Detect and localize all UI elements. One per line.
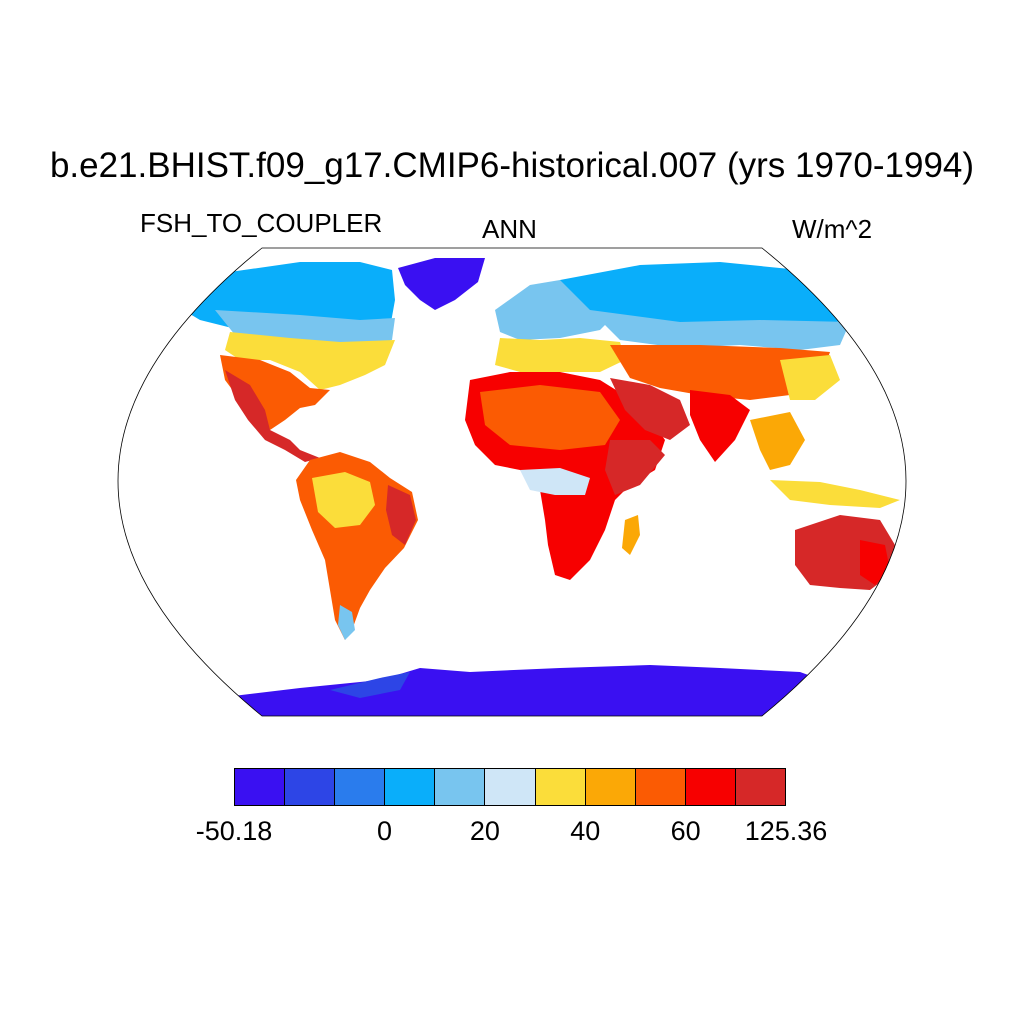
indonesia — [770, 480, 900, 508]
central-africa — [520, 468, 590, 495]
colorbar-label: 20 — [469, 816, 500, 846]
map-title: b.e21.BHIST.f09_g17.CMIP6-historical.007… — [49, 146, 975, 185]
land-fill — [170, 258, 906, 716]
amazon — [312, 472, 375, 528]
sahara — [480, 385, 620, 450]
colorbar-box — [285, 769, 336, 805]
colorbar-box — [435, 769, 486, 805]
antarctica — [200, 665, 850, 716]
season-label: ANN — [482, 214, 537, 244]
colorbar-box — [485, 769, 536, 805]
globe-outline — [117, 247, 907, 717]
variable-label: FSH_TO_COUPLER — [140, 208, 383, 238]
mexico — [225, 370, 320, 462]
antarctic-peninsula — [330, 672, 410, 698]
colorbar-box — [235, 769, 286, 805]
south-america-east — [386, 485, 416, 545]
central-asia — [590, 310, 850, 350]
colorbar-label: 0 — [377, 816, 393, 846]
colorbar-label: 40 — [570, 816, 601, 846]
asia-mid — [610, 345, 830, 400]
australia-east — [860, 540, 890, 585]
colorbar-box — [635, 769, 686, 805]
colorbar-label: 125.36 — [744, 816, 828, 846]
colorbar-label: 60 — [670, 816, 701, 846]
north-america-south — [220, 355, 330, 430]
colorbar-label: -50.18 — [195, 816, 273, 846]
north-america-temperate — [225, 332, 395, 390]
colorbar-box — [385, 769, 436, 805]
southeast-asia — [750, 412, 805, 470]
southern-europe — [495, 338, 625, 372]
india — [690, 390, 750, 462]
madagascar — [622, 515, 640, 555]
middle-east — [610, 378, 690, 440]
colorbar-box — [685, 769, 736, 805]
colorbar — [234, 768, 786, 806]
new-zealand — [905, 590, 906, 615]
colorbar-box — [535, 769, 586, 805]
china-east — [780, 355, 840, 400]
colorbar-box — [735, 769, 786, 805]
horn-of-africa — [605, 440, 665, 495]
colorbar-box — [335, 769, 386, 805]
patagonia — [338, 605, 355, 640]
units-label: W/m^2 — [792, 214, 873, 244]
colorbar-box — [585, 769, 636, 805]
greenland — [398, 258, 485, 310]
